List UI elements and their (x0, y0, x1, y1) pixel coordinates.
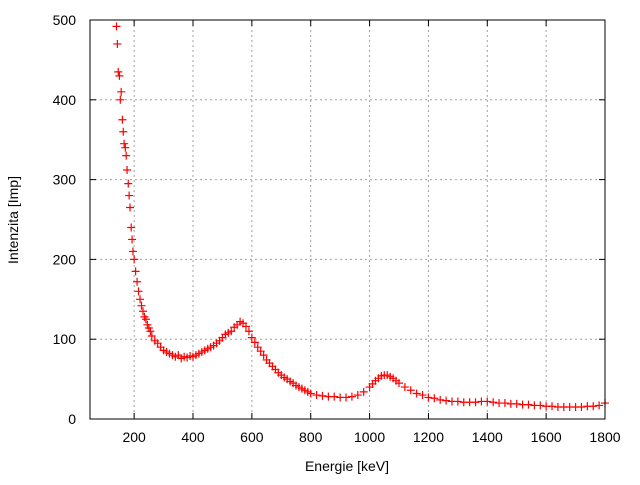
y-tick-label: 400 (53, 92, 77, 108)
x-tick-label: 1800 (589, 429, 620, 445)
data-point (453, 397, 462, 406)
data-point (127, 223, 136, 232)
y-tick-label: 200 (53, 251, 77, 267)
data-point (244, 327, 253, 336)
data-point (330, 392, 339, 401)
data-point (430, 394, 439, 403)
data-point (395, 379, 403, 388)
data-point (524, 400, 533, 409)
data-point (442, 396, 451, 405)
data-point (306, 389, 315, 398)
data-point (119, 127, 128, 136)
data-point (424, 393, 433, 402)
y-tick-label: 300 (53, 172, 77, 188)
data-point (116, 95, 125, 104)
x-tick-label: 1200 (413, 429, 444, 445)
data-point (548, 402, 557, 411)
data-point (359, 387, 368, 396)
data-point (489, 398, 498, 407)
data-point (247, 333, 256, 342)
x-tick-label: 1400 (472, 429, 503, 445)
x-tick-label: 800 (299, 429, 323, 445)
x-tick-label: 400 (181, 429, 205, 445)
data-point (347, 392, 356, 401)
x-tick-label: 1000 (354, 429, 385, 445)
data-point (400, 383, 409, 392)
data-point (353, 391, 362, 400)
y-tick-label: 100 (53, 331, 77, 347)
data-point (250, 338, 259, 347)
data-point (595, 401, 604, 410)
data-point (500, 399, 509, 408)
data-point (312, 391, 321, 400)
data-point (589, 402, 598, 411)
data-point (483, 397, 492, 406)
data-point (128, 235, 137, 244)
data-point (259, 351, 268, 360)
data-point (133, 277, 142, 286)
grid (90, 19, 606, 420)
data-point (436, 395, 445, 404)
data-point (318, 391, 327, 400)
data-point (412, 389, 421, 398)
x-axis-label: Energie [keV] (305, 458, 389, 474)
data-point (241, 322, 250, 331)
x-tick-label: 200 (122, 429, 146, 445)
data-point (342, 393, 351, 402)
ticks: 200 400 600 800 1000 1200 1400 1600 1800 0 100 200 3… (53, 12, 621, 445)
x-tick-label: 1600 (531, 429, 562, 445)
data-point (112, 22, 121, 31)
data-point (123, 166, 132, 175)
data-point (146, 327, 155, 336)
data-point (147, 332, 156, 341)
x-tick-label: 600 (240, 429, 264, 445)
data-point (126, 203, 135, 212)
data-point (117, 87, 126, 96)
data-point (130, 255, 139, 264)
data-point (406, 386, 415, 395)
data-point (536, 401, 545, 410)
data-point (131, 267, 140, 276)
data-point (121, 143, 130, 152)
data-point (120, 139, 129, 148)
data-point (138, 307, 147, 316)
data-point (137, 301, 146, 310)
data-point (471, 398, 480, 407)
data-point (512, 399, 521, 408)
data-point (577, 403, 586, 412)
data-point (125, 191, 134, 200)
data-point (115, 71, 124, 80)
y-tick-label: 0 (68, 411, 76, 427)
data-point (136, 295, 145, 304)
data-point (418, 391, 427, 400)
data-point (118, 115, 127, 124)
data-points (112, 22, 609, 412)
data-point (124, 179, 133, 188)
data-point (134, 287, 143, 296)
data-point (122, 151, 131, 160)
data-point (113, 39, 122, 48)
y-axis-label: Intenzita [Imp] (5, 176, 21, 264)
data-point (128, 247, 137, 256)
data-point (141, 315, 150, 324)
data-point (114, 67, 123, 76)
plot-frame (89, 19, 606, 420)
y-tick-label: 500 (53, 12, 77, 28)
